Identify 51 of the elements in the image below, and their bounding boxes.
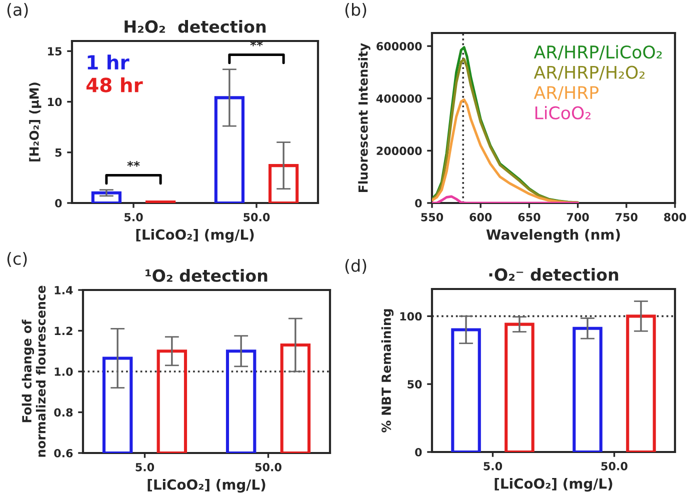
y-axis-title: % NBT Remaining xyxy=(381,309,394,432)
x-tick-label: 50.0 xyxy=(601,462,628,470)
y-axis-title: Fold change of normalized flourescence xyxy=(22,286,46,457)
y-tick-label: 1.2 xyxy=(54,326,72,335)
y-tick-label: 0.6 xyxy=(54,448,73,458)
text: AR/HRP/LiCoO₂ xyxy=(534,45,662,60)
y-tick-label: 0 xyxy=(415,448,422,456)
y-tick-label: 0 xyxy=(415,198,422,208)
x-tick-label: 550 xyxy=(421,212,444,222)
x-tick-label: 5.0 xyxy=(484,462,502,470)
y-tick-label: 0.8 xyxy=(54,408,73,417)
text: 48 hr xyxy=(86,77,143,92)
x-axis-title: [LiCoO₂] (mg/L) xyxy=(494,478,612,492)
y-tick-label: 400000 xyxy=(376,94,422,103)
text: (a) xyxy=(7,3,28,18)
x-tick-label: 50.0 xyxy=(244,212,270,222)
y-tick-label: 15 xyxy=(48,47,62,56)
x-tick-label: 5.0 xyxy=(124,212,143,222)
y-tick-label: 200000 xyxy=(376,146,422,156)
text: 1 hr xyxy=(88,54,130,70)
text: (d) xyxy=(345,259,366,274)
x-axis-title: Wavelength (nm) xyxy=(486,229,620,243)
x-tick-label: 650 xyxy=(518,212,540,222)
chart-title: ·O₂⁻ detection xyxy=(489,268,618,281)
x-tick-label: 700 xyxy=(566,212,589,222)
line-series xyxy=(432,195,580,203)
y-axis-title: [H₂O₂] (µM) xyxy=(29,82,42,162)
text: (c) xyxy=(7,252,27,267)
text: AR/HRP xyxy=(534,86,599,101)
y-tick-label: 50 xyxy=(408,380,422,388)
text: AR/HRP/H₂O₂ xyxy=(534,66,645,80)
y-tick-label: 5 xyxy=(55,148,62,157)
x-tick-label: 800 xyxy=(664,212,686,222)
y-tick-label: 100 xyxy=(400,312,422,321)
x-axis-title: [LiCoO₂] (mg/L) xyxy=(136,229,254,243)
y-tick-label: 1.0 xyxy=(54,367,73,376)
chart-title: ¹O₂ detection xyxy=(146,269,268,282)
y-tick-label: 10 xyxy=(48,98,62,106)
text: LiCoO₂ xyxy=(535,106,591,120)
text: (b) xyxy=(345,3,366,18)
x-tick-label: 750 xyxy=(616,212,638,222)
y-tick-label: 600000 xyxy=(376,42,422,50)
x-tick-label: 50.0 xyxy=(255,462,282,472)
y-tick-label: 1.4 xyxy=(54,286,73,294)
x-axis-title: [LiCoO₂] (mg/L) xyxy=(148,479,266,493)
y-axis-title: Fluorescent Intensity xyxy=(358,43,370,192)
y-tick-label: 0 xyxy=(55,198,62,208)
annotation: ** xyxy=(127,160,140,167)
x-tick-label: 600 xyxy=(470,212,492,222)
chart-title: H₂O₂ detection xyxy=(124,20,266,33)
x-tick-label: 5.0 xyxy=(136,462,154,472)
